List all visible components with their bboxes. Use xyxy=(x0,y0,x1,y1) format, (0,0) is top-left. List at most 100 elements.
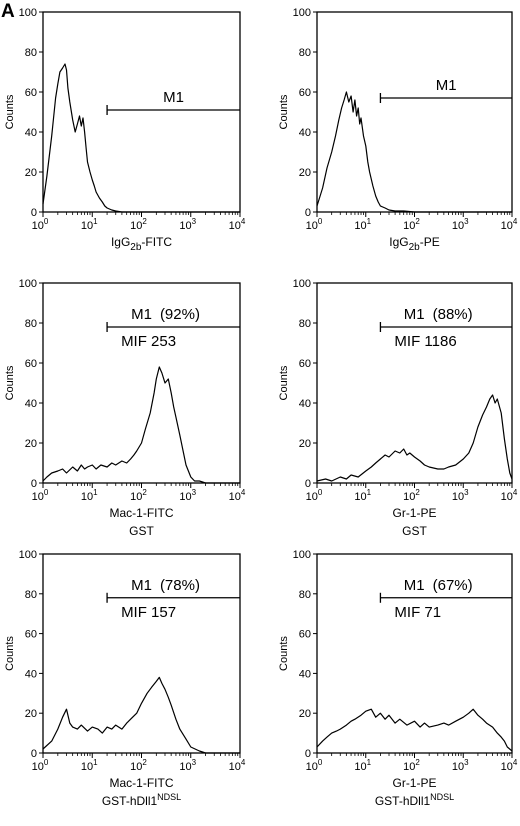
x-tick-base: 10 xyxy=(452,220,464,232)
y-tick-label: 80 xyxy=(299,47,311,59)
x-tick-exponent: 3 xyxy=(192,758,197,767)
x-axis-label-part: Mac-1-FITC xyxy=(110,506,174,520)
y-axis-label: Counts xyxy=(4,636,16,671)
y-tick-label: 20 xyxy=(299,708,311,720)
x-tick-label: 100 xyxy=(32,758,49,773)
treatment-label: GST-hDll1NDSL xyxy=(375,792,454,808)
figure-label: A xyxy=(1,1,15,22)
x-tick-base: 10 xyxy=(179,220,191,232)
x-tick-exponent: 4 xyxy=(513,758,518,767)
marker-name: M1 xyxy=(404,306,425,323)
x-tick-label: 102 xyxy=(403,217,420,232)
marker-percent: (92%) xyxy=(160,306,200,323)
x-tick-label: 100 xyxy=(306,217,323,232)
y-tick-label: 100 xyxy=(293,7,311,19)
x-tick-exponent: 0 xyxy=(318,217,323,226)
x-tick-label: 101 xyxy=(354,217,371,232)
x-tick-base: 10 xyxy=(32,761,44,773)
y-tick-label: 20 xyxy=(25,708,37,720)
histogram-series-1 xyxy=(42,63,240,213)
x-tick-base: 10 xyxy=(81,761,93,773)
x-tick-label: 101 xyxy=(81,217,98,232)
x-axis-label: Mac-1-FITC xyxy=(110,506,174,520)
x-tick-exponent: 4 xyxy=(513,488,518,497)
x-tick-base: 10 xyxy=(130,220,142,232)
x-tick-base: 10 xyxy=(81,220,93,232)
x-tick-label: 102 xyxy=(130,758,147,773)
x-tick-exponent: 1 xyxy=(93,217,98,226)
x-tick-base: 10 xyxy=(81,491,93,503)
x-tick-base: 10 xyxy=(403,491,415,503)
histogram-series-1 xyxy=(42,366,240,484)
x-tick-label: 101 xyxy=(354,488,371,503)
x-tick-label: 104 xyxy=(229,488,246,503)
x-tick-base: 10 xyxy=(32,491,44,503)
mif-value: MIF 1186 xyxy=(394,333,456,350)
treatment-label: GST xyxy=(402,524,427,538)
plot-frame xyxy=(316,11,513,213)
x-tick-base: 10 xyxy=(229,491,241,503)
x-tick-label: 104 xyxy=(501,217,518,232)
treatment-label: GST-hDll1NDSL xyxy=(102,792,181,808)
x-axis-label-part: -FITC xyxy=(141,235,172,249)
x-axis-label: Gr-1-PE xyxy=(392,506,436,520)
x-tick-base: 10 xyxy=(306,761,318,773)
x-tick-label: 102 xyxy=(403,488,420,503)
y-tick-label: 0 xyxy=(31,748,37,760)
y-tick-label: 60 xyxy=(299,87,311,99)
treatment-label-part: NDSL xyxy=(157,792,181,802)
x-tick-exponent: 1 xyxy=(93,488,98,497)
marker-name: M1 xyxy=(436,77,457,94)
y-tick-label: 0 xyxy=(305,207,311,219)
x-tick-exponent: 0 xyxy=(44,758,49,767)
x-tick-exponent: 2 xyxy=(142,758,147,767)
x-tick-base: 10 xyxy=(306,491,318,503)
y-axis-label: Counts xyxy=(4,94,16,129)
x-tick-base: 10 xyxy=(179,761,191,773)
x-axis-label-part: Gr-1-PE xyxy=(392,776,436,790)
x-axis-label: Gr-1-PE xyxy=(392,776,436,790)
x-axis-label: IgG2b-FITC xyxy=(111,235,172,253)
x-tick-exponent: 1 xyxy=(367,488,372,497)
marker-label: M1 (78%) xyxy=(131,577,200,594)
treatment-label-part: GST-hDll1 xyxy=(102,794,158,808)
x-tick-exponent: 1 xyxy=(367,217,372,226)
y-tick-label: 100 xyxy=(19,549,37,561)
x-tick-label: 103 xyxy=(179,217,196,232)
marker-label: M1 (67%) xyxy=(404,577,473,594)
x-tick-base: 10 xyxy=(501,761,513,773)
y-tick-label: 80 xyxy=(25,589,37,601)
marker-percent: (88%) xyxy=(433,306,473,323)
x-tick-label: 102 xyxy=(130,217,147,232)
x-axis-label: Mac-1-FITC xyxy=(110,776,174,790)
y-tick-label: 100 xyxy=(19,7,37,19)
y-tick-label: 40 xyxy=(25,668,37,680)
x-axis-label-part: 2b xyxy=(409,242,421,253)
x-tick-base: 10 xyxy=(32,220,44,232)
x-tick-label: 104 xyxy=(229,758,246,773)
x-axis-label-part: Mac-1-FITC xyxy=(110,776,174,790)
y-tick-label: 40 xyxy=(25,398,37,410)
x-tick-base: 10 xyxy=(130,491,142,503)
x-tick-base: 10 xyxy=(501,220,513,232)
y-tick-label: 0 xyxy=(31,207,37,219)
y-tick-label: 100 xyxy=(293,278,311,290)
x-tick-exponent: 3 xyxy=(192,217,197,226)
x-tick-exponent: 0 xyxy=(44,217,49,226)
x-tick-label: 102 xyxy=(403,758,420,773)
plot-frame xyxy=(42,11,241,213)
x-tick-base: 10 xyxy=(229,220,241,232)
x-tick-exponent: 3 xyxy=(192,488,197,497)
y-tick-label: 60 xyxy=(25,87,37,99)
y-tick-label: 20 xyxy=(299,438,311,450)
histogram-series-1 xyxy=(316,708,513,752)
y-tick-label: 20 xyxy=(25,438,37,450)
y-axis-label: Counts xyxy=(278,636,290,671)
x-tick-exponent: 3 xyxy=(464,217,469,226)
y-tick-label: 100 xyxy=(293,549,311,561)
x-tick-label: 103 xyxy=(452,758,469,773)
